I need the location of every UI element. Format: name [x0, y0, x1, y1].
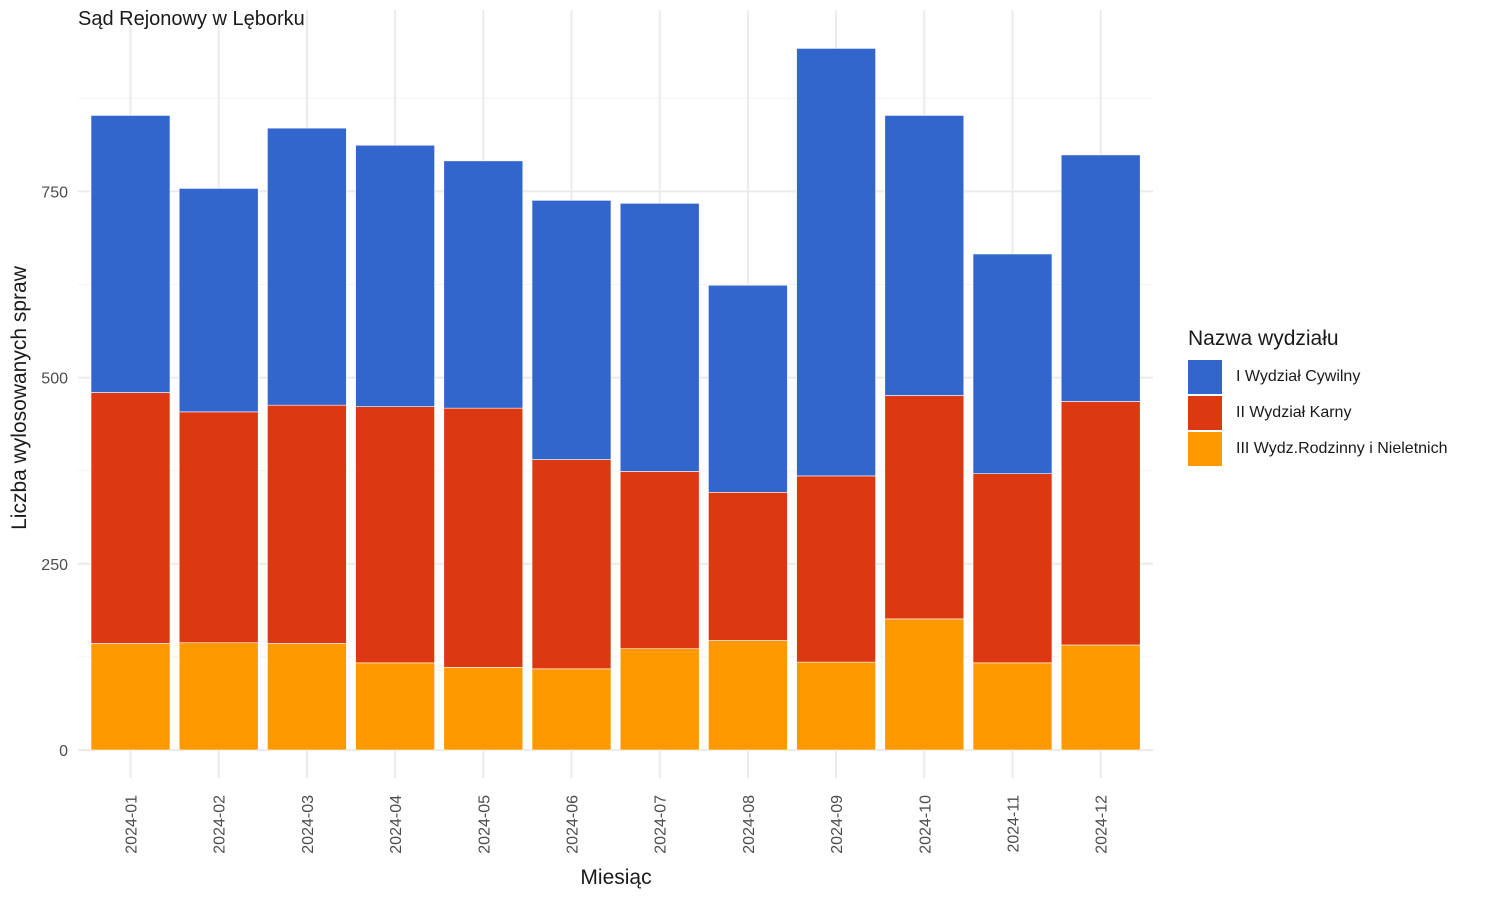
- bar-2024-03-series-1: [267, 404, 347, 644]
- bar-2024-08-series-1: [708, 492, 788, 641]
- bar-2024-11-series-2: [972, 253, 1053, 474]
- bar-2024-02-series-2: [178, 188, 259, 413]
- legend-key-rodzinny: [1188, 432, 1222, 466]
- x-axis-label: Miesiąc: [580, 866, 652, 889]
- bar-2024-08-series-0: [708, 640, 788, 751]
- legend-item-rodzinny: III Wydz.Rodzinny i Nieletnich: [1188, 431, 1448, 467]
- legend-label-karny: II Wydział Karny: [1236, 404, 1352, 421]
- bar-2024-06-series-2: [531, 200, 612, 460]
- y-tick-label: 250: [41, 557, 68, 574]
- bar-2024-05-series-2: [443, 160, 524, 409]
- bar-2024-09-series-0: [796, 661, 876, 751]
- y-tick-label: 0: [59, 743, 68, 760]
- bar-2024-12-series-1: [1060, 401, 1141, 646]
- x-tick-label: 2024-03: [300, 795, 317, 854]
- bar-2024-04-series-2: [355, 144, 435, 407]
- bar-2024-04-series-1: [355, 406, 435, 664]
- bar-2024-06-series-0: [531, 668, 612, 751]
- bar-2024-12-series-2: [1060, 154, 1141, 402]
- x-tick-label: 2024-04: [388, 795, 405, 854]
- bar-2024-10-series-1: [884, 395, 965, 620]
- bar-2024-04-series-0: [355, 662, 435, 751]
- y-axis-ticks: 0 250 500 750: [41, 184, 68, 760]
- y-tick-label: 500: [41, 371, 68, 388]
- bar-2024-11-series-1: [972, 473, 1053, 664]
- bar-2024-10-series-2: [884, 115, 965, 396]
- bar-2024-08-series-2: [708, 284, 788, 493]
- legend-key-cywilny: [1188, 360, 1222, 394]
- bar-2024-01-series-0: [90, 643, 171, 751]
- y-tick-label: 750: [41, 184, 68, 201]
- legend-label-cywilny: I Wydział Cywilny: [1236, 368, 1361, 385]
- x-tick-label: 2024-01: [124, 795, 141, 854]
- x-tick-label: 2024-02: [212, 795, 229, 854]
- bars: [90, 48, 1141, 751]
- bar-2024-11-series-0: [972, 662, 1053, 751]
- x-axis-ticks: 2024-01 2024-02 2024-03 2024-04 2024-05 2024-…: [124, 795, 1111, 854]
- bar-2024-05-series-0: [443, 667, 524, 751]
- bar-2024-01-series-2: [90, 115, 171, 393]
- x-tick-label: 2024-09: [829, 795, 846, 854]
- bar-2024-02-series-0: [178, 642, 259, 751]
- bar-2024-03-series-0: [267, 643, 347, 751]
- bar-2024-03-series-2: [267, 127, 347, 406]
- bar-2024-01-series-1: [90, 392, 171, 644]
- bar-2024-07-series-2: [619, 203, 700, 472]
- bar-2024-12-series-0: [1060, 644, 1141, 751]
- bar-2024-09-series-1: [796, 475, 876, 663]
- legend-key-karny: [1188, 396, 1222, 430]
- chart-title: Sąd Rejonowy w Lęborku: [78, 8, 305, 30]
- legend-label-rodzinny: III Wydz.Rodzinny i Nieletnich: [1236, 440, 1448, 457]
- legend: Nazwa wydziału I Wydział Cywilny II Wydz…: [1188, 327, 1448, 467]
- x-tick-label: 2024-11: [1006, 795, 1023, 853]
- bar-2024-10-series-0: [884, 618, 965, 751]
- bar-2024-07-series-0: [619, 648, 700, 751]
- x-tick-label: 2024-10: [917, 795, 934, 854]
- legend-title: Nazwa wydziału: [1188, 327, 1339, 350]
- x-tick-label: 2024-05: [476, 795, 493, 854]
- bar-2024-02-series-1: [178, 411, 259, 644]
- x-tick-label: 2024-08: [741, 795, 758, 854]
- bar-2024-05-series-1: [443, 407, 524, 668]
- x-tick-label: 2024-06: [565, 795, 582, 854]
- bar-2024-07-series-1: [619, 471, 700, 650]
- legend-item-karny: II Wydział Karny: [1188, 395, 1448, 431]
- legend-item-cywilny: I Wydział Cywilny: [1188, 359, 1448, 395]
- bar-2024-06-series-1: [531, 459, 612, 670]
- y-axis-label: Liczba wylosowanych spraw: [8, 266, 31, 530]
- bar-2024-09-series-2: [796, 48, 876, 477]
- x-tick-label: 2024-12: [1094, 795, 1111, 854]
- x-tick-label: 2024-07: [653, 795, 670, 854]
